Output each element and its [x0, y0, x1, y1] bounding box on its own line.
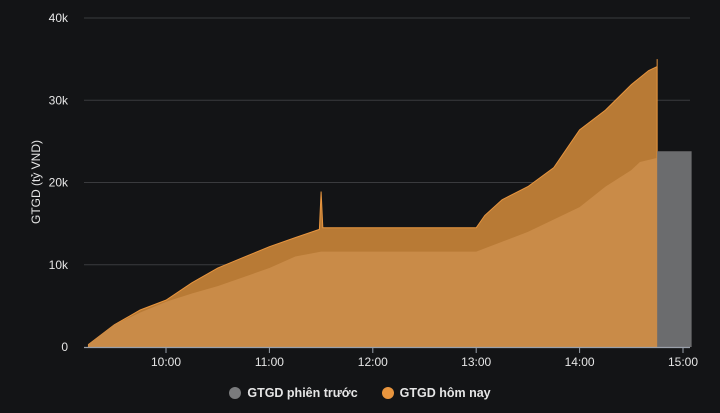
- x-tick-label: 13:00: [461, 355, 491, 369]
- y-tick-label: 40k: [49, 11, 69, 25]
- y-axis-label: GTGD (tỷ VND): [29, 140, 43, 224]
- y-tick-label: 20k: [49, 176, 69, 190]
- y-tick-label: 10k: [49, 258, 69, 272]
- legend-label-previous: GTGD phiên trước: [247, 386, 358, 400]
- y-tick-label: 0: [61, 340, 68, 354]
- legend-marker-today: [381, 387, 394, 399]
- x-tick-label: 12:00: [358, 355, 388, 369]
- x-tick-label: 15:00: [668, 355, 698, 369]
- legend: GTGD phiên trước GTGD hôm nay: [0, 386, 720, 400]
- x-tick-label: 14:00: [565, 355, 595, 369]
- legend-marker-previous: [229, 387, 242, 399]
- y-tick-label: 30k: [49, 93, 69, 107]
- x-tick-label: 10:00: [151, 355, 181, 369]
- x-tick-label: 11:00: [255, 355, 284, 369]
- legend-item-today[interactable]: GTGD hôm nay: [381, 386, 491, 400]
- legend-label-today: GTGD hôm nay: [399, 386, 491, 400]
- legend-item-previous[interactable]: GTGD phiên trước: [229, 386, 358, 400]
- area-previous-session: [88, 157, 658, 347]
- bar-previous-total: [657, 151, 692, 347]
